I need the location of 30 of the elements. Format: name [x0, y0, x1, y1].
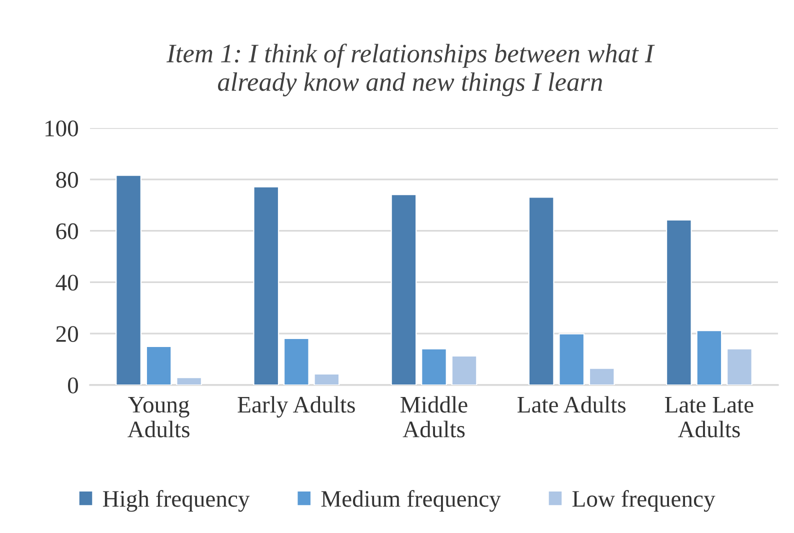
bar	[696, 330, 722, 385]
bar	[726, 348, 752, 385]
bar	[558, 333, 585, 385]
legend-label: Low frequency	[572, 490, 716, 512]
x-tick-label: Late Adults	[518, 396, 626, 413]
bar	[116, 174, 142, 385]
x-tick-label: Early Adults	[238, 396, 355, 418]
bar	[528, 196, 554, 385]
y-tick-label: 40	[56, 274, 78, 291]
bar	[390, 194, 417, 385]
bar	[253, 186, 280, 385]
y-tick-label: 20	[56, 326, 78, 342]
y-tick-label: 0	[68, 377, 78, 394]
y-tick-label: 80	[56, 172, 78, 188]
bar	[588, 368, 615, 385]
bar	[314, 373, 340, 385]
bar	[666, 219, 692, 385]
legend-label: High frequency	[102, 490, 250, 512]
x-tick-label: Young Adults	[128, 396, 190, 438]
x-tick-label: Late Late Adults	[664, 397, 754, 438]
bar	[421, 348, 447, 385]
y-tick-label: 100	[46, 120, 78, 136]
bar	[283, 338, 310, 385]
bar	[176, 376, 202, 385]
legend-label: Medium frequency	[321, 490, 501, 512]
bar	[146, 346, 172, 385]
y-tick-label: 60	[56, 223, 78, 240]
chart-title: Item 1: I think of relationships between what I already know and new things I learn	[166, 44, 655, 96]
x-tick-label: Middle Adults	[400, 396, 468, 438]
bar	[451, 355, 478, 385]
